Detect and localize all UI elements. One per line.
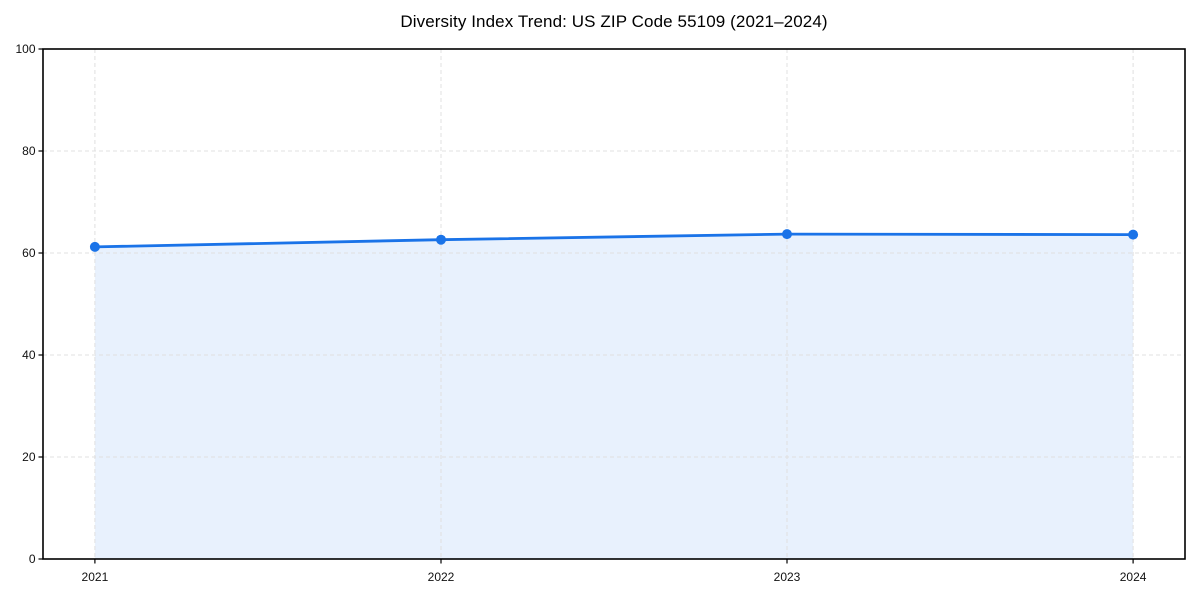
data-point-2021 xyxy=(89,241,100,252)
y-tick-label: 80 xyxy=(22,144,36,158)
trend-line xyxy=(93,232,1135,249)
y-tick-label: 40 xyxy=(22,348,36,362)
y-tick-label: 0 xyxy=(29,552,36,566)
y-tick-label: 60 xyxy=(22,246,36,260)
y-tick-label: 100 xyxy=(15,42,35,56)
data-point-2024 xyxy=(1128,229,1139,240)
x-tick-label: 2023 xyxy=(774,570,801,584)
x-tick-label: 2021 xyxy=(82,570,109,584)
data-point-2022 xyxy=(436,234,446,245)
plot-border xyxy=(42,48,1186,560)
x-tick-label: 2022 xyxy=(428,570,455,584)
area-fill xyxy=(94,234,1134,559)
data-point-2023 xyxy=(782,229,792,240)
y-tick-label: 20 xyxy=(22,450,36,464)
chart-title: Diversity Index Trend: US ZIP Code 55109… xyxy=(400,12,828,31)
x-tick-label: 2024 xyxy=(1120,570,1147,584)
